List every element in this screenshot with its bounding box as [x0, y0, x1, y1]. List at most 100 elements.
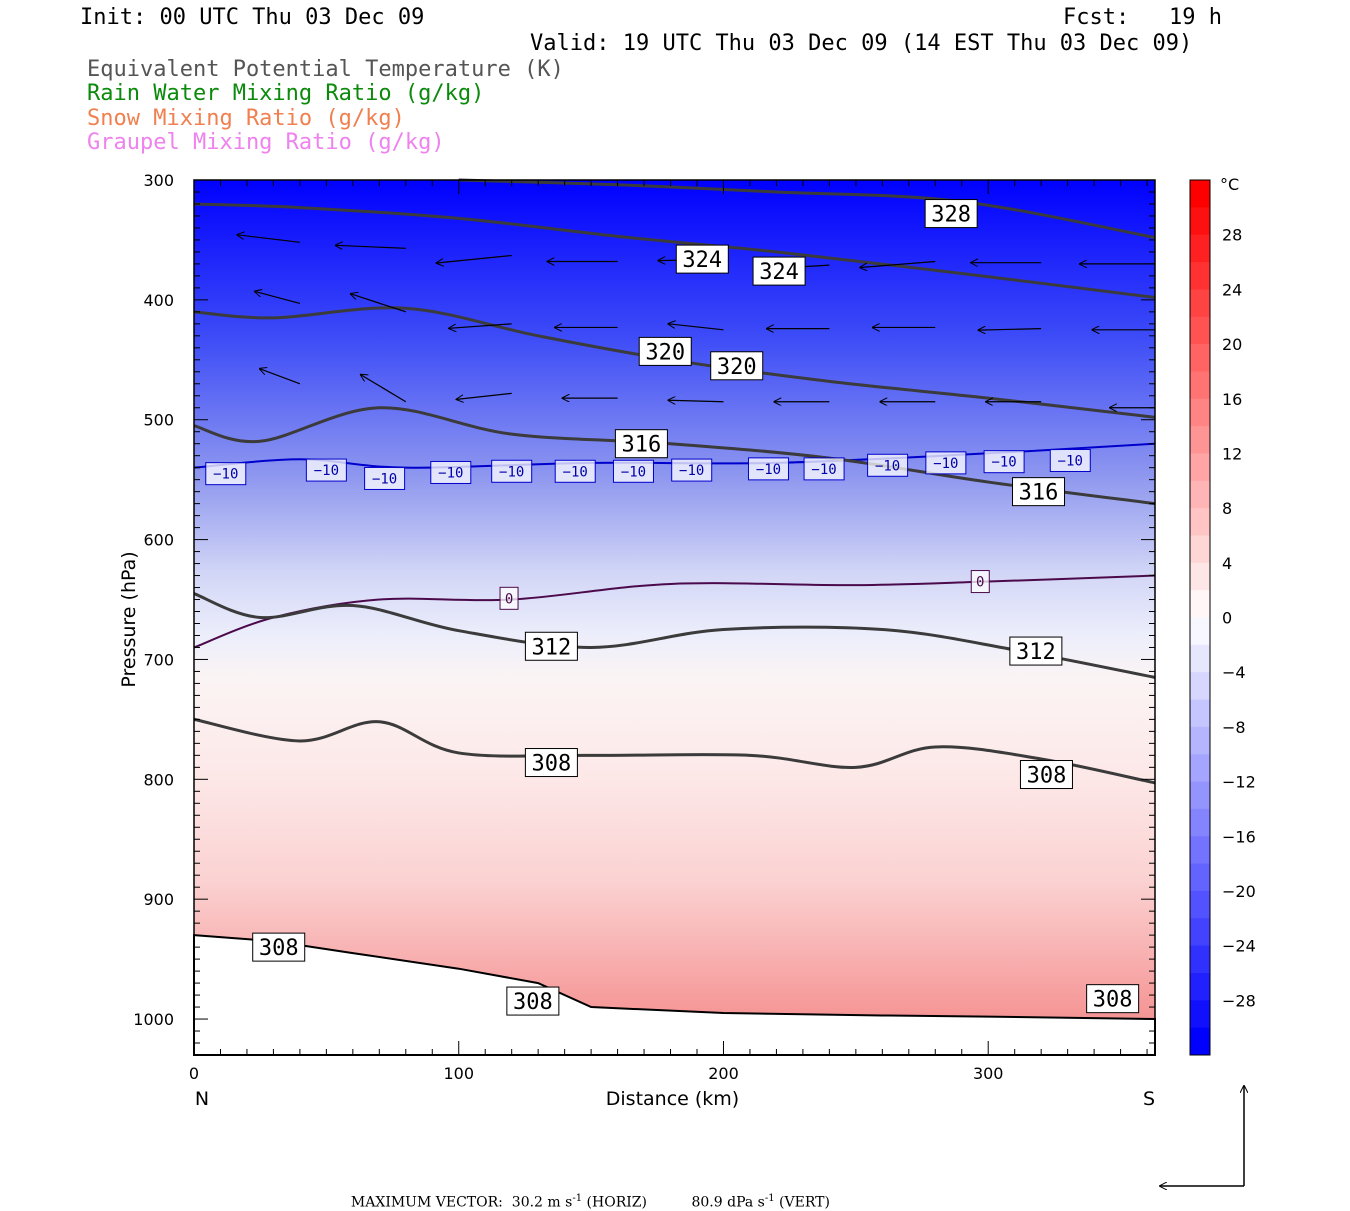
- contour-label: −10: [612, 459, 654, 483]
- colorbar-swatch: [1190, 972, 1210, 1001]
- contour-label-box: [925, 451, 967, 475]
- colorbar-swatch: [1190, 207, 1210, 236]
- x-tick-label: 200: [708, 1064, 739, 1083]
- y-tick-label: 800: [143, 770, 174, 789]
- contour-label-text: −10: [621, 464, 646, 480]
- contour-label: −10: [491, 459, 533, 483]
- contour-label-text: −10: [679, 463, 704, 479]
- contour-label-box: [252, 932, 306, 962]
- field-legend-rain: Rain Water Mixing Ratio (g/kg): [87, 81, 485, 106]
- max-vector-horiz: 30.2 m s: [511, 1194, 573, 1211]
- colorbar-tick-label: 4: [1222, 554, 1232, 573]
- contour-label: −10: [671, 458, 713, 482]
- colorbar-tick-label: −16: [1222, 827, 1256, 846]
- colorbar-swatch: [1190, 945, 1210, 974]
- contour-label-box: [867, 453, 909, 477]
- contour-label-text: 308: [1027, 764, 1067, 789]
- north-end-label: N: [195, 1088, 209, 1110]
- max-vector-horiz-unit: (HORIZ): [586, 1194, 647, 1211]
- y-tick-label: 900: [143, 890, 174, 909]
- y-axis-label: Pressure (hPa): [118, 551, 140, 687]
- y-tick-label: 700: [143, 650, 174, 669]
- colorbar-swatch: [1190, 289, 1210, 318]
- contour-label-text: −10: [213, 467, 238, 483]
- colorbar-tick-label: 0: [1222, 609, 1232, 628]
- contour-label-text: 308: [513, 990, 553, 1015]
- y-tick-label: 500: [143, 411, 174, 430]
- colorbar-tick-label: −4: [1222, 663, 1246, 682]
- contour-label: −10: [1049, 448, 1091, 472]
- colorbar-swatch: [1190, 590, 1210, 618]
- contour-label-box: [554, 459, 596, 483]
- y-tick-label: 400: [143, 291, 174, 310]
- colorbar-swatch: [1190, 180, 1210, 208]
- contour-label-text: 316: [1019, 481, 1059, 506]
- wind-vector: [979, 329, 1042, 331]
- colorbar-tick-label: 28: [1222, 226, 1242, 245]
- contour-label-box: [1049, 448, 1091, 472]
- contour-label-text: 328: [931, 203, 971, 228]
- contour-label-text: −10: [875, 458, 900, 474]
- colorbar-tick-label: 16: [1222, 390, 1242, 409]
- contour-label-text: −10: [438, 465, 463, 481]
- colorbar-swatch: [1190, 426, 1210, 454]
- contour-label-box: [970, 570, 990, 594]
- max-vector-note: MAXIMUM VECTOR: 30.2 m s-1 (HORIZ) 80.9 …: [342, 1177, 830, 1211]
- contour-label-text: −10: [372, 471, 397, 487]
- contour-label: −10: [205, 462, 247, 486]
- colorbar-swatch: [1190, 617, 1210, 646]
- contour-label-text: −10: [933, 456, 958, 472]
- contour-label-text: −10: [811, 462, 836, 478]
- max-vector-horiz-exp: -1: [572, 1193, 583, 1204]
- colorbar-swatch: [1190, 699, 1210, 728]
- colorbar-tick-label: −12: [1222, 773, 1256, 792]
- contour-label-box: [506, 986, 560, 1016]
- contour-label-text: 320: [717, 355, 757, 380]
- x-tick-label: 300: [973, 1064, 1004, 1083]
- contour-label-box: [638, 336, 692, 366]
- wind-vector: [668, 400, 724, 402]
- contour-label: −10: [430, 460, 472, 484]
- contour-label-box: [1012, 477, 1066, 507]
- contour-label-box: [752, 256, 806, 286]
- contour-label: 308: [506, 986, 560, 1016]
- wind-vector: [336, 245, 406, 248]
- contour-label-box: [983, 450, 1025, 474]
- x-tick-label: 0: [189, 1064, 199, 1083]
- contour-label: 320: [638, 336, 692, 366]
- colorbar-swatch: [1190, 644, 1210, 673]
- colorbar-swatch: [1190, 316, 1210, 345]
- wind-vector: [457, 392, 512, 399]
- init-label: Init: 00 UTC Thu 03 Dec 09: [80, 5, 425, 30]
- colorbar-swatch: [1190, 535, 1210, 564]
- wind-vector: [260, 369, 301, 385]
- contour-label-box: [803, 457, 845, 481]
- max-vector-label: MAXIMUM VECTOR:: [350, 1194, 503, 1211]
- colorbar-tick-label: −8: [1222, 718, 1246, 737]
- contour-label-text: 312: [532, 635, 572, 660]
- colorbar: °C 28 24 20 16 12 8 4 0 −4 −8 −12 −16 −20 −24 −28: [1189, 175, 1256, 1056]
- plot-area: 328 324 324 320 320 316 316 312 312 308 308 308 308 3…: [118, 171, 1244, 1186]
- contour-label-box: [1086, 984, 1140, 1014]
- contour-label-text: 308: [532, 752, 572, 777]
- colorbar-swatch: [1190, 726, 1210, 755]
- contour-label-box: [1009, 636, 1063, 666]
- contour-label-text: −10: [756, 462, 781, 478]
- colorbar-swatch: [1190, 453, 1210, 482]
- contour-label-box: [612, 459, 654, 483]
- contour-label-text: 324: [759, 260, 799, 285]
- contour-label-box: [305, 458, 347, 482]
- contour-label-box: [491, 459, 533, 483]
- contour-label-box: [364, 466, 406, 490]
- contour-label: 308: [1019, 760, 1073, 790]
- theta-e-contour-312: [193, 592, 1156, 679]
- wind-vector: [255, 291, 301, 305]
- colorbar-tick-label: 12: [1222, 444, 1242, 463]
- max-vector-vert-unit: (VERT): [779, 1194, 830, 1211]
- colorbar-swatch: [1190, 672, 1210, 701]
- colorbar-swatch: [1190, 836, 1210, 865]
- contour-label-box: [524, 631, 578, 661]
- contour-label: 312: [1009, 636, 1063, 666]
- colorbar-swatch: [1190, 890, 1210, 919]
